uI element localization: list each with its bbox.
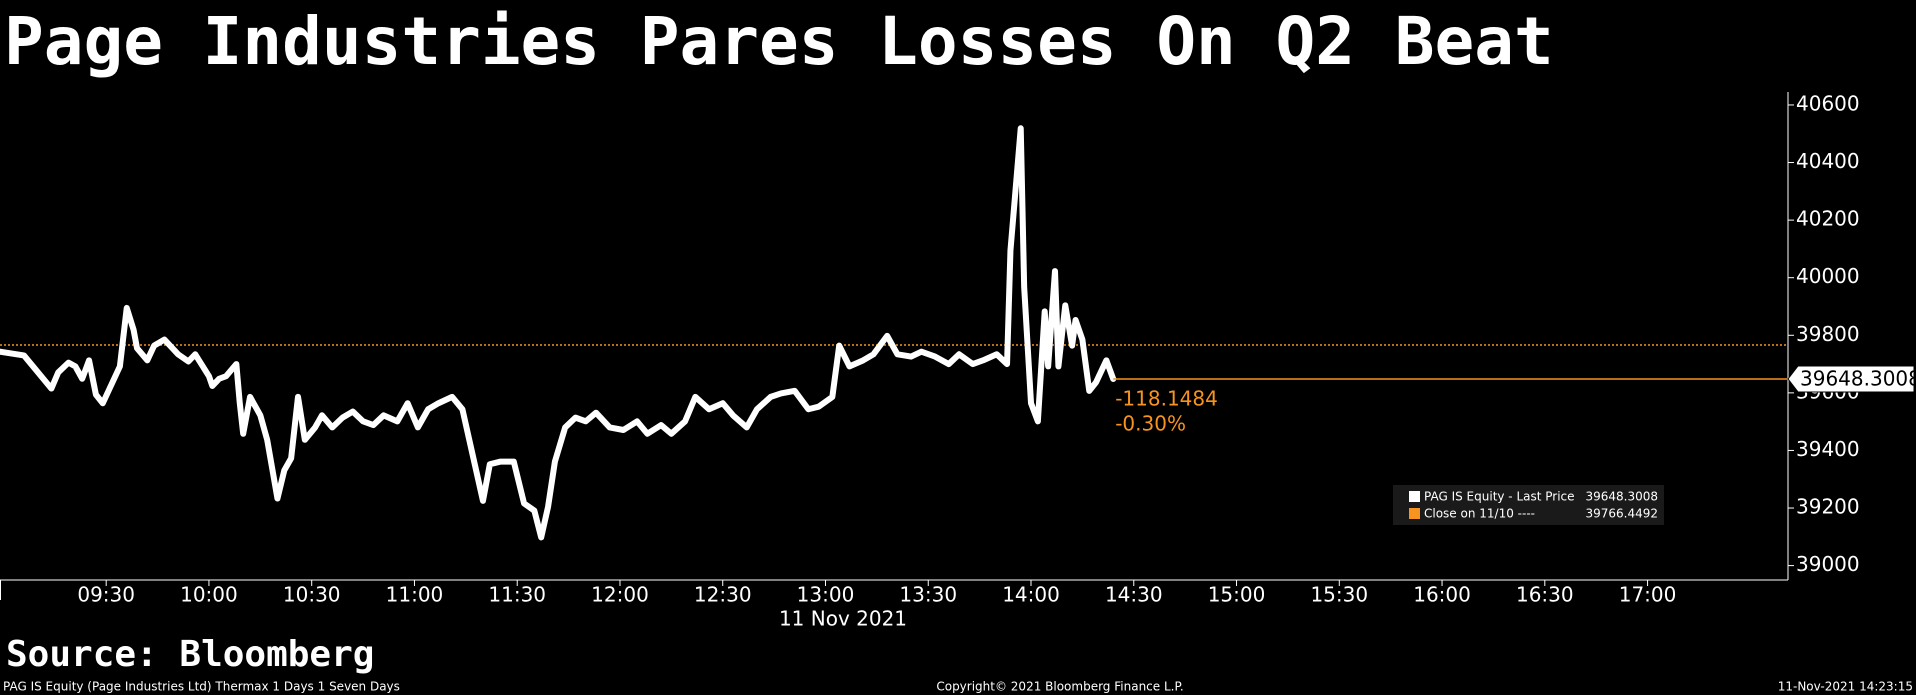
x-tick-label: 12:30 (694, 583, 752, 607)
last-price-box (1787, 365, 1915, 393)
footer-left: PAG IS Equity (Page Industries Ltd) Ther… (3, 680, 400, 694)
x-tick-label: 09:30 (77, 583, 135, 607)
x-tick-label: 16:00 (1413, 583, 1471, 607)
x-tick-label: 17:00 (1619, 583, 1677, 607)
legend-swatch (1409, 491, 1420, 502)
chart-title: Page Industries Pares Losses On Q2 Beat (4, 3, 1554, 80)
x-tick-label: 12:00 (591, 583, 649, 607)
x-tick-label: 11:00 (386, 583, 444, 607)
y-tick-label: 40400 (1796, 149, 1860, 173)
x-tick-label: 13:30 (899, 583, 957, 607)
y-tick-label: 39200 (1796, 495, 1860, 519)
x-tick-label: 14:30 (1105, 583, 1163, 607)
x-tick-label: 15:30 (1310, 583, 1368, 607)
legend-label: PAG IS Equity - Last Price (1424, 490, 1575, 504)
legend-value: 39648.3008 (1585, 490, 1658, 504)
x-tick-label: 11:30 (488, 583, 546, 607)
x-tick-label: 10:30 (283, 583, 341, 607)
footer-right: 11-Nov-2021 14:23:15 (1778, 680, 1913, 694)
x-tick-label: 10:00 (180, 583, 238, 607)
source: Source: Bloomberg (6, 634, 374, 675)
y-tick-label: 40000 (1796, 264, 1860, 288)
x-tick-label: 15:00 (1208, 583, 1266, 607)
y-tick-label: 39800 (1796, 322, 1860, 346)
change-label: -118.1484 (1115, 386, 1218, 410)
x-tick-label: 14:00 (1002, 583, 1060, 607)
y-tick-label: 40200 (1796, 207, 1860, 231)
legend-swatch (1409, 508, 1420, 519)
last-price-label: 39648.3008 (1800, 366, 1916, 390)
x-tick-label: 13:00 (797, 583, 855, 607)
legend-value: 39766.4492 (1585, 507, 1658, 521)
y-tick-label: 40600 (1796, 91, 1860, 115)
footer-center: Copyright© 2021 Bloomberg Finance L.P. (936, 680, 1183, 694)
x-tick-label: 16:30 (1516, 583, 1574, 607)
legend-box (1393, 485, 1664, 525)
change-pct-label: -0.30% (1115, 411, 1186, 435)
x-axis-label: 11 Nov 2021 (779, 607, 907, 631)
price-line (0, 125, 1117, 541)
legend-label: Close on 11/10 ---- (1424, 507, 1535, 521)
y-tick-label: 39000 (1796, 552, 1860, 576)
y-tick-label: 39400 (1796, 437, 1860, 461)
